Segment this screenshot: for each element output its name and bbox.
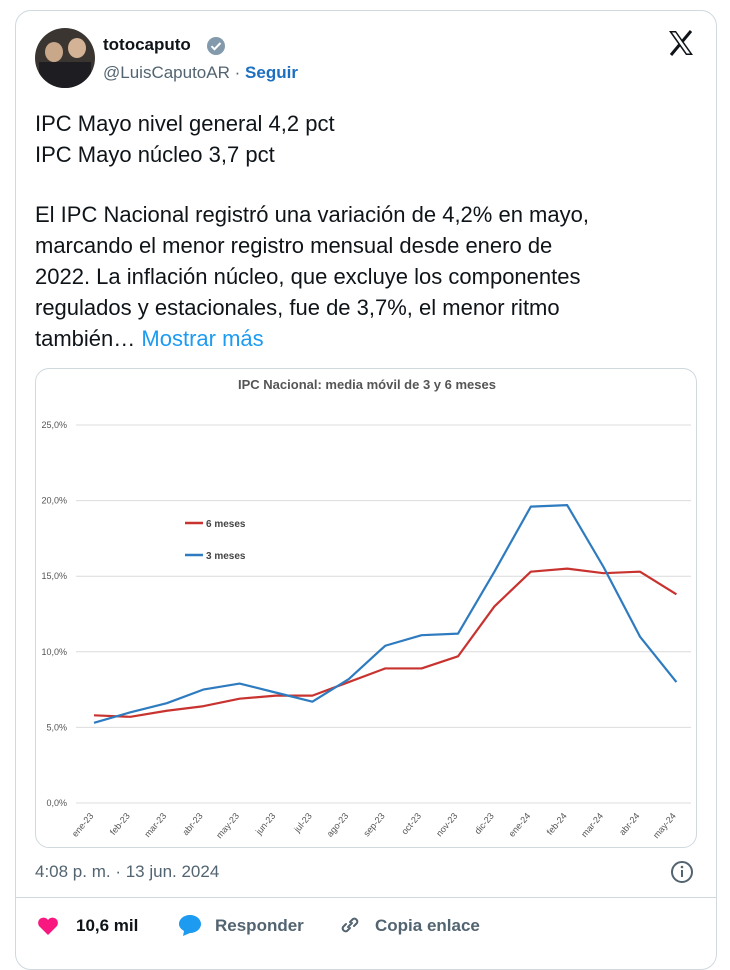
y-tick-label: 20,0% (41, 496, 67, 506)
user-handle[interactable]: @LuisCaputoAR (103, 63, 230, 82)
user-line: @LuisCaputoAR · Seguir (103, 63, 298, 83)
tweet-line: marcando el menor registro mensual desde… (35, 233, 553, 258)
x-logo[interactable] (666, 28, 696, 58)
chart-title: IPC Nacional: media móvil de 3 y 6 meses (238, 377, 496, 392)
tweet-line: IPC Mayo núcleo 3,7 pct (35, 142, 275, 167)
media-frame[interactable]: IPC Nacional: media móvil de 3 y 6 meses… (35, 368, 697, 848)
copy-link-action[interactable]: Copia enlace (375, 916, 480, 935)
x-tick-label: ene-24 (507, 811, 533, 839)
x-tick-label: abr-24 (617, 811, 641, 837)
user-name[interactable]: totocaputo (103, 35, 191, 54)
x-tick-label: mar-23 (142, 811, 168, 839)
x-tick-label: abr-23 (180, 811, 204, 837)
tweet-line: 2022. La inflación núcleo, que excluye l… (35, 264, 581, 289)
y-tick-label: 5,0% (46, 722, 67, 732)
x-tick-label: ene-23 (70, 811, 96, 839)
x-tick-label: oct-23 (399, 811, 423, 837)
separator: · (234, 63, 241, 82)
x-tick-label: nov-23 (434, 811, 459, 839)
x-tick-label: jun-23 (253, 811, 277, 837)
follow-link[interactable]: Seguir (245, 63, 298, 82)
divider (15, 897, 717, 898)
reply-icon[interactable] (177, 913, 203, 937)
series-line (93, 504, 678, 724)
verified-badge (207, 37, 225, 55)
tweet-line-last: también… Mostrar más (35, 323, 264, 354)
x-tick-label: dic-23 (473, 811, 496, 836)
tweet-line: también… (35, 326, 136, 351)
series-line (93, 567, 677, 718)
legend-label: 3 meses (206, 551, 246, 562)
tweet-line: regulados y estacionales, fue de 3,7%, e… (35, 295, 560, 320)
y-tick-label: 15,0% (41, 571, 67, 581)
x-tick-label: ago-23 (325, 811, 351, 839)
show-more[interactable]: Mostrar más (141, 326, 264, 351)
y-tick-label: 0,0% (46, 798, 67, 808)
chart: IPC Nacional: media móvil de 3 y 6 meses… (41, 377, 691, 840)
y-tick-label: 10,0% (41, 647, 67, 657)
link-icon[interactable] (338, 913, 362, 937)
x-tick-label: feb-24 (545, 811, 569, 837)
x-tick-label: mar-24 (579, 811, 605, 839)
avatar[interactable] (35, 28, 95, 88)
tweet-line: El IPC Nacional registró una variación d… (35, 202, 589, 227)
y-tick-label: 25,0% (41, 420, 67, 430)
like-icon[interactable] (36, 914, 60, 936)
x-tick-label: may-23 (214, 811, 241, 840)
x-tick-label: jul-23 (291, 811, 313, 835)
tweet-line: IPC Mayo nivel general 4,2 pct (35, 111, 335, 136)
timestamp[interactable]: 4:08 p. m. · 13 jun. 2024 (35, 862, 220, 881)
x-tick-label: may-24 (651, 811, 678, 840)
info-icon[interactable] (670, 860, 694, 884)
x-tick-label: feb-23 (108, 811, 132, 837)
like-count[interactable]: 10,6 mil (76, 916, 139, 935)
x-tick-label: sep-23 (361, 811, 386, 839)
legend-label: 6 meses (206, 519, 246, 530)
reply-action[interactable]: Responder (215, 916, 304, 935)
